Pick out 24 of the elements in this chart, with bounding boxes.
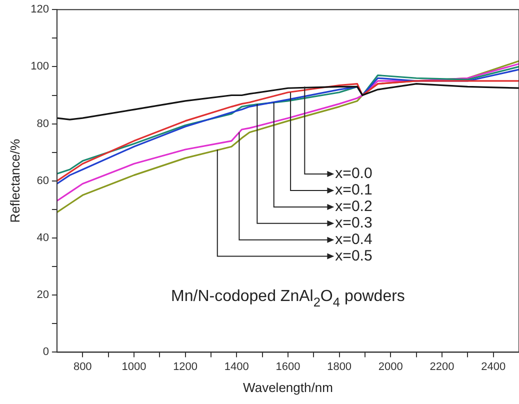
y-tick-label: 100 bbox=[30, 60, 49, 73]
x-axis-title: Wavelength/nm bbox=[243, 380, 333, 395]
annotation: x=0.2 bbox=[335, 198, 372, 216]
x-tick-label: 2400 bbox=[481, 360, 506, 373]
x-tick-label: 1400 bbox=[224, 360, 249, 373]
x-tick-label: 1600 bbox=[276, 360, 300, 373]
y-tick-label: 20 bbox=[36, 289, 49, 302]
annotation: x=0.0 bbox=[335, 165, 372, 182]
x-tick-label: 2200 bbox=[430, 360, 454, 373]
x-tick-label: 1200 bbox=[173, 360, 198, 373]
x-tick-label: 1000 bbox=[122, 360, 146, 373]
x-tick-label: 2000 bbox=[378, 360, 403, 373]
y-tick-label: 60 bbox=[36, 174, 49, 187]
y-axis-title: Reflectance/% bbox=[7, 138, 22, 223]
y-tick-label: 120 bbox=[30, 4, 49, 16]
annotation: x=0.5 bbox=[335, 247, 372, 264]
x-tick-label: 800 bbox=[73, 360, 92, 373]
x-tick-label: 1800 bbox=[327, 360, 352, 373]
annotation: x=0.4 bbox=[335, 230, 372, 248]
y-tick-label: 40 bbox=[36, 232, 49, 244]
annotation: x=0.1 bbox=[335, 182, 372, 199]
annotation: x=0.3 bbox=[335, 214, 372, 232]
y-tick-label: 0 bbox=[42, 346, 49, 358]
y-tick-label: 80 bbox=[36, 118, 49, 130]
